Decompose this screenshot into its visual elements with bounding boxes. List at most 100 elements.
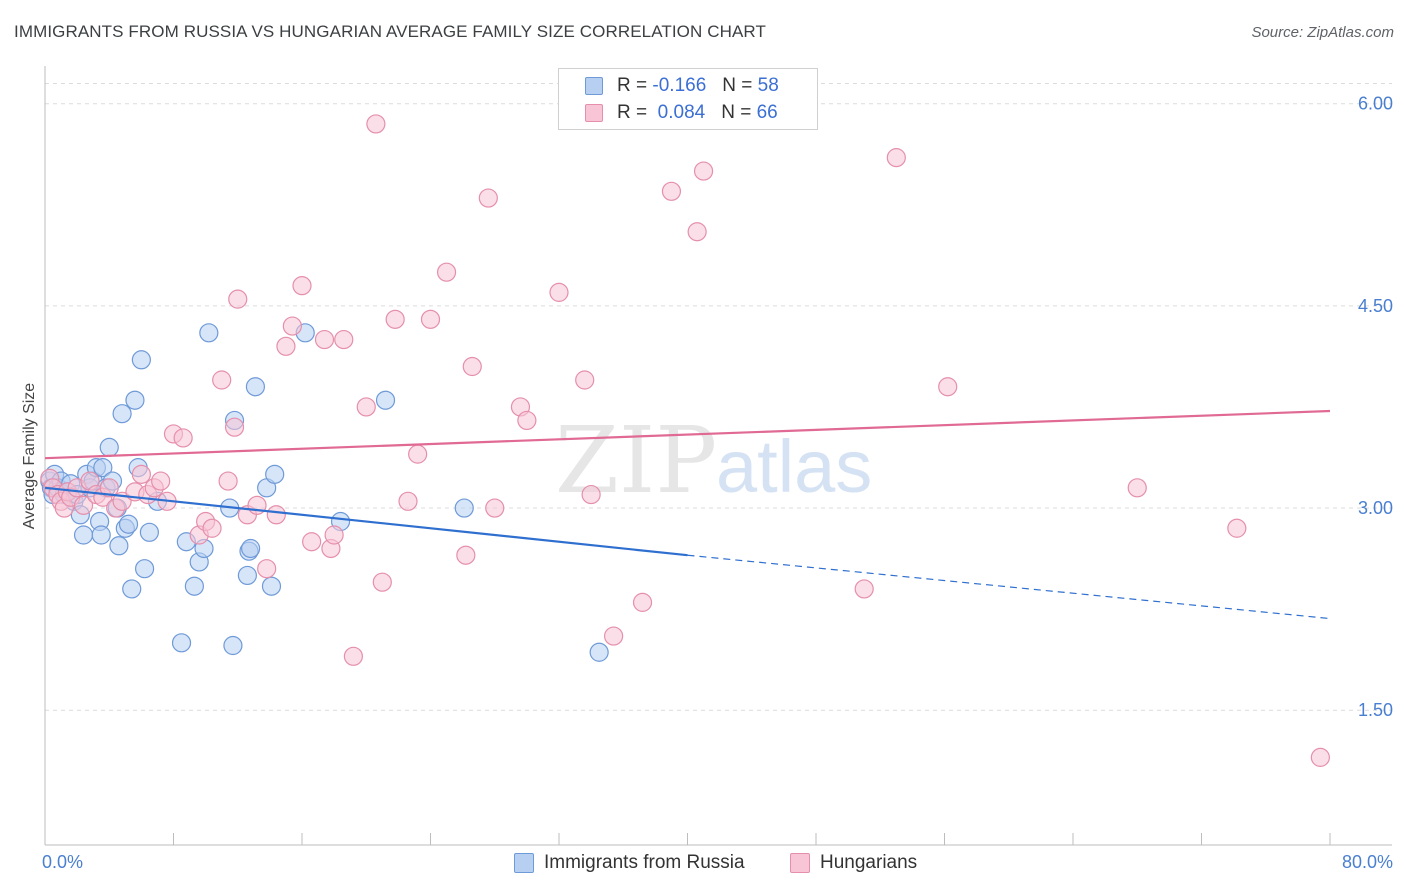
data-point — [334, 329, 354, 350]
legend-label-russia: Immigrants from Russia — [544, 852, 745, 873]
data-point — [261, 576, 282, 596]
data-point — [202, 518, 222, 538]
legend-row-hungarians: R = 0.084 N = 66 — [585, 100, 778, 126]
data-point — [549, 282, 569, 302]
legend-swatch-pink — [790, 853, 810, 873]
data-point — [73, 525, 94, 545]
source-label: Source: ZipAtlas.com — [1251, 24, 1394, 41]
data-point — [199, 323, 219, 343]
legend-swatch-pink — [585, 104, 603, 122]
data-point — [122, 579, 142, 599]
data-point — [266, 505, 286, 525]
data-point — [173, 428, 193, 448]
data-point — [265, 464, 285, 484]
data-point — [436, 262, 457, 282]
watermark-zip: ZIP — [555, 407, 717, 514]
data-point — [139, 522, 160, 542]
series-hungarians — [40, 114, 1330, 767]
data-point — [131, 350, 151, 370]
legend-n-value: 58 — [757, 75, 779, 96]
data-point — [485, 498, 505, 518]
data-point — [398, 491, 418, 511]
correlation-legend: R = -0.166 N = 58 R = 0.084 N = 66 — [558, 68, 818, 130]
legend-row-russia: R = -0.166 N = 58 — [585, 73, 779, 99]
data-point — [687, 222, 707, 242]
data-point — [581, 484, 601, 505]
data-point — [372, 572, 392, 592]
data-point — [73, 495, 94, 515]
data-point — [302, 532, 322, 552]
chart-title: IMMIGRANTS FROM RUSSIA VS HUNGARIAN AVER… — [14, 22, 766, 41]
data-point — [478, 188, 498, 208]
data-point — [420, 309, 441, 329]
y-tick-label: 6.00 — [1358, 94, 1393, 114]
data-point — [109, 536, 129, 556]
data-point — [112, 404, 132, 424]
data-point — [218, 471, 238, 491]
data-point — [408, 444, 428, 464]
data-point — [632, 592, 653, 612]
trend-line-hungarians — [44, 409, 1331, 460]
data-point — [589, 642, 609, 662]
legend-item-hungarians: Hungarians — [790, 852, 917, 874]
data-point — [693, 161, 714, 181]
data-point — [1310, 747, 1330, 767]
legend-item-russia: Immigrants from Russia — [514, 852, 745, 874]
watermark: ZIP atlas — [555, 407, 872, 514]
data-point — [356, 397, 376, 417]
watermark-atlas: atlas — [716, 425, 872, 508]
data-point — [517, 410, 537, 431]
data-point — [224, 417, 245, 437]
data-point — [886, 148, 906, 168]
data-point — [134, 559, 155, 579]
data-point — [228, 289, 248, 309]
data-point — [223, 635, 243, 656]
legend-swatch-blue — [585, 77, 603, 95]
data-point — [661, 181, 682, 201]
legend-label-hungarians: Hungarians — [820, 852, 918, 873]
data-point — [99, 478, 119, 498]
data-point — [343, 646, 363, 666]
legend-r-label: R = — [617, 102, 648, 123]
data-point — [462, 356, 482, 377]
data-point — [1127, 478, 1147, 498]
axes — [44, 66, 1392, 846]
data-point — [237, 565, 257, 586]
legend-swatch-blue — [514, 853, 534, 873]
y-tick-label: 4.50 — [1358, 296, 1393, 316]
legend-n-label: N = — [722, 75, 753, 96]
data-point — [257, 559, 277, 579]
data-point — [454, 498, 474, 518]
data-point — [456, 545, 476, 565]
data-point — [151, 471, 171, 491]
data-point — [1227, 518, 1247, 538]
data-point — [276, 336, 296, 356]
y-tick-label: 3.00 — [1358, 498, 1393, 518]
data-point — [366, 114, 386, 134]
data-point — [938, 377, 958, 397]
data-point — [324, 525, 344, 545]
data-point — [245, 377, 266, 397]
data-point — [125, 390, 145, 410]
legend-n-value: 66 — [756, 102, 778, 123]
data-point — [131, 464, 151, 484]
legend-r-label: R = — [617, 75, 648, 96]
data-point — [282, 316, 302, 336]
data-point — [99, 437, 119, 457]
grid-lines — [45, 82, 1392, 711]
data-point — [93, 458, 113, 478]
data-point — [604, 626, 624, 646]
legend-r-value: -0.166 — [652, 75, 707, 96]
y-tick-labels: 1.50 3.00 4.50 6.00 — [1358, 94, 1393, 721]
trend-line-russia — [44, 486, 688, 557]
legend-n-label: N = — [721, 102, 752, 123]
series-legend: Immigrants from Russia Hungarians — [0, 852, 1406, 878]
trend-lines — [44, 409, 1331, 620]
data-point — [575, 370, 595, 390]
x-tick-label-max: 80.0% — [1341, 852, 1393, 872]
data-point — [314, 329, 335, 350]
legend-r-value: 0.084 — [657, 102, 706, 123]
data-point — [184, 576, 204, 596]
data-point — [854, 579, 874, 599]
